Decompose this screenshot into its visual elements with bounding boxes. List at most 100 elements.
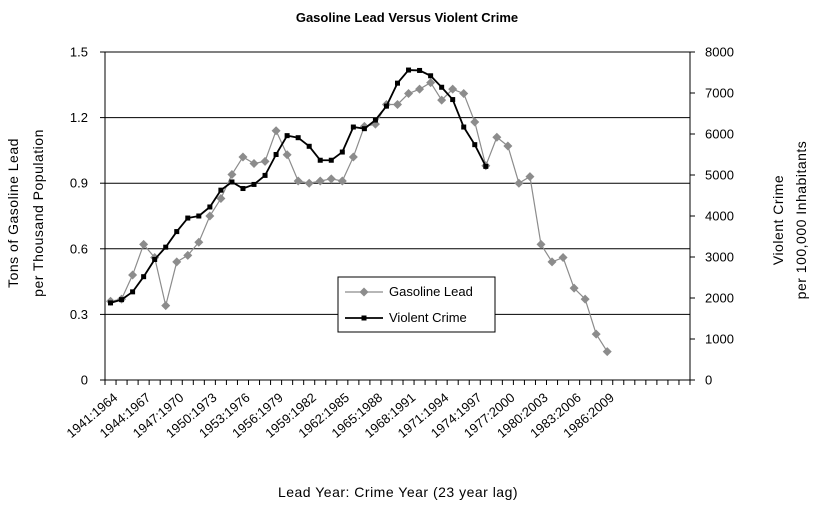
data-point-gasoline-lead [249, 159, 259, 169]
gridlines [105, 51, 690, 315]
data-point-violent-crime [207, 204, 213, 210]
data-point-gasoline-lead [525, 172, 535, 182]
y-right-tick-label: 1000 [705, 332, 734, 347]
data-point-violent-crime [152, 256, 158, 262]
data-point-violent-crime [361, 126, 367, 132]
y-right-tick-label: 7000 [705, 86, 734, 101]
legend-box [337, 276, 496, 333]
data-point-gasoline-lead [470, 117, 480, 127]
data-point-gasoline-lead [602, 347, 612, 357]
data-point-gasoline-lead [293, 176, 303, 186]
data-point-gasoline-lead [393, 99, 402, 109]
y-left-tick-label: 0.6 [70, 241, 88, 256]
data-point-gasoline-lead [227, 169, 237, 179]
data-point-violent-crime [229, 179, 235, 185]
data-point-violent-crime [483, 163, 489, 169]
data-point-violent-crime [417, 67, 423, 73]
data-point-violent-crime [295, 135, 301, 141]
data-point-gasoline-lead [536, 239, 546, 249]
data-point-violent-crime [383, 103, 389, 109]
data-point-gasoline-lead [514, 178, 524, 188]
data-point-gasoline-lead [492, 132, 502, 142]
data-point-gasoline-lead [437, 95, 447, 105]
data-point-violent-crime [174, 229, 180, 235]
data-point-violent-crime [163, 244, 169, 250]
data-point-violent-crime [306, 143, 312, 149]
legend: Gasoline Lead Violent Crime [337, 276, 496, 333]
data-point-violent-crime [450, 97, 456, 103]
data-point-violent-crime [185, 215, 191, 221]
series-layer [106, 67, 612, 357]
data-point-gasoline-lead [183, 250, 193, 260]
data-point-gasoline-lead [326, 174, 336, 184]
data-point-violent-crime [328, 157, 334, 163]
data-point-violent-crime [339, 149, 345, 155]
y-right-tick-label: 3000 [705, 250, 734, 265]
data-point-violent-crime [350, 124, 356, 130]
data-point-gasoline-lead [569, 283, 579, 293]
y-axis-right-ticks: 0 1000 2000 3000 4000 5000 6000 7000 8000 [690, 45, 734, 388]
data-point-violent-crime [472, 142, 478, 148]
data-point-violent-crime [262, 172, 268, 178]
data-point-gasoline-lead [337, 176, 347, 186]
data-point-violent-crime [372, 117, 378, 123]
data-point-gasoline-lead [271, 126, 281, 136]
data-point-violent-crime [218, 187, 224, 193]
data-point-gasoline-lead [238, 152, 248, 162]
data-point-violent-crime [141, 274, 147, 280]
data-point-violent-crime [284, 133, 290, 139]
data-point-gasoline-lead [205, 211, 215, 221]
data-point-gasoline-lead [426, 78, 436, 88]
y-axis-right-label-line2: per 100,000 Inhabitants [793, 141, 809, 300]
data-point-gasoline-lead [216, 194, 226, 204]
y-right-tick-label: 5000 [705, 168, 734, 183]
data-point-violent-crime [406, 67, 412, 73]
y-axis-left-ticks: 0 0.3 0.6 0.9 1.2 1.5 [70, 45, 105, 388]
data-point-violent-crime [317, 157, 323, 163]
y-axis-left-label-line2: per Thousand Population [30, 129, 46, 297]
data-point-gasoline-lead [315, 176, 325, 186]
data-point-violent-crime [240, 186, 246, 192]
data-point-gasoline-lead [304, 178, 314, 188]
data-point-gasoline-lead [348, 152, 358, 162]
data-point-violent-crime [130, 289, 136, 295]
data-point-violent-crime [461, 124, 467, 130]
data-point-gasoline-lead [172, 257, 182, 267]
data-point-gasoline-lead [404, 89, 414, 99]
y-left-tick-label: 1.2 [70, 110, 88, 125]
data-point-violent-crime [108, 300, 114, 306]
data-point-violent-crime [119, 297, 125, 303]
data-point-gasoline-lead [459, 89, 469, 99]
chart-title: Gasoline Lead Versus Violent Crime [296, 10, 518, 25]
data-point-violent-crime [428, 73, 434, 79]
data-point-violent-crime [395, 80, 400, 86]
y-left-tick-label: 0.3 [70, 307, 88, 322]
data-point-gasoline-lead [194, 237, 204, 247]
data-point-gasoline-lead [282, 150, 292, 160]
data-point-violent-crime [273, 152, 279, 157]
data-point-gasoline-lead [139, 239, 149, 249]
x-axis-label: Lead Year: Crime Year (23 year lag) [278, 484, 518, 500]
y-left-tick-label: 0.9 [70, 176, 88, 191]
y-axis-left-label-line1: Tons of Gasoline Lead [5, 138, 21, 288]
y-right-tick-label: 6000 [705, 127, 734, 142]
x-axis-ticks: 1941:19641944:19671947:19701950:19731953… [64, 380, 691, 441]
legend-label-violent-crime: Violent Crime [389, 310, 467, 325]
data-point-gasoline-lead [128, 270, 138, 280]
y-right-tick-label: 8000 [705, 45, 734, 60]
series-line-gasoline-lead [110, 81, 608, 352]
legend-label-gasoline-lead: Gasoline Lead [389, 284, 473, 299]
data-point-gasoline-lead [415, 84, 425, 94]
data-point-gasoline-lead [580, 294, 590, 304]
data-point-gasoline-lead [448, 84, 458, 94]
data-point-gasoline-lead [558, 253, 568, 263]
data-point-violent-crime [196, 213, 202, 219]
data-point-gasoline-lead [503, 141, 513, 151]
series-line-violent-crime [110, 69, 487, 304]
y-left-tick-label: 1.5 [70, 45, 88, 60]
y-left-tick-label: 0 [81, 373, 88, 388]
y-right-tick-label: 2000 [705, 291, 734, 306]
y-right-tick-label: 0 [705, 373, 712, 388]
data-point-gasoline-lead [547, 257, 557, 267]
